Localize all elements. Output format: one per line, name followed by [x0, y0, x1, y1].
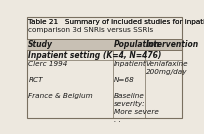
Text: Intervention: Intervention [146, 40, 199, 49]
Text: Study: Study [28, 40, 53, 49]
Text: Inpatient

N=68

Baseline
severity:
More severe
. .: Inpatient N=68 Baseline severity: More s… [114, 61, 159, 123]
Text: Venlafaxine
200mg/day: Venlafaxine 200mg/day [146, 61, 188, 75]
Text: Table 21   Summary of included studies for inpatient versus: Table 21 Summary of included studies for… [28, 19, 204, 25]
Text: Table 21   Summary of included studies for inpatient versus
comparison 3d SNRIs : Table 21 Summary of included studies for… [28, 19, 204, 33]
Text: Population: Population [114, 40, 160, 49]
Text: Clerc 1994

RCT

France & Belgium: Clerc 1994 RCT France & Belgium [28, 61, 93, 99]
Text: Inpatient setting (K=4, N=476): Inpatient setting (K=4, N=476) [28, 51, 162, 59]
Bar [27, 39, 182, 50]
